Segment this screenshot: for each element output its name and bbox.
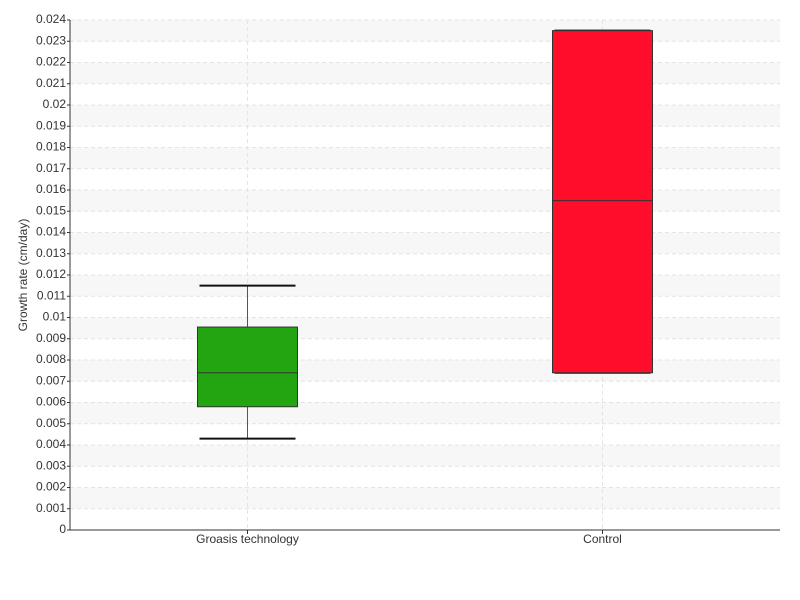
y-tick-label: 0.011	[37, 288, 66, 302]
y-tick-label: 0.014	[36, 225, 66, 239]
y-tick-label: 0.009	[36, 331, 66, 345]
y-tick-label: 0.019	[36, 118, 66, 132]
y-tick-label: 0.022	[36, 55, 66, 69]
y-tick-label: 0.006	[36, 395, 66, 409]
y-tick-label: 0.023	[36, 33, 66, 47]
y-tick-label: 0.017	[36, 161, 66, 175]
y-tick-label: 0.013	[36, 246, 66, 260]
y-tick-label: 0.018	[36, 140, 66, 154]
y-tick-label: 0.002	[36, 480, 66, 494]
grid-band	[70, 445, 780, 467]
y-tick-label: 0.004	[36, 437, 66, 451]
y-tick-label: 0.012	[36, 267, 66, 281]
y-tick-label: 0.024	[36, 12, 66, 26]
y-tick-label: 0.016	[36, 182, 66, 196]
box	[197, 326, 298, 408]
grid-band	[70, 275, 780, 297]
x-tick-label: Groasis technology	[196, 532, 299, 546]
grid-band	[70, 105, 780, 127]
y-tick-label: 0.02	[43, 97, 67, 111]
y-tick-label: 0.021	[36, 76, 66, 90]
grid-band	[70, 147, 780, 169]
grid-band	[70, 20, 780, 42]
grid-band	[70, 190, 780, 212]
grid-band	[70, 62, 780, 84]
y-axis-label: Growth rate (cm/day)	[16, 219, 30, 332]
y-tick-label: 0.01	[43, 310, 67, 324]
x-tick-label: Control	[583, 532, 622, 546]
grid-band	[70, 232, 780, 254]
y-tick-label: 0.015	[36, 203, 66, 217]
y-tick-label: 0.001	[36, 501, 66, 515]
grid-band	[70, 317, 780, 339]
y-tick-label: 0	[59, 522, 66, 536]
y-tick-label: 0.003	[36, 458, 66, 472]
y-tick-label: 0.005	[36, 416, 66, 430]
grid-band	[70, 487, 780, 509]
grid-band	[70, 402, 780, 424]
y-tick-label: 0.007	[36, 373, 66, 387]
y-tick-label: 0.008	[36, 352, 66, 366]
box	[552, 30, 653, 374]
grid-band	[70, 360, 780, 382]
